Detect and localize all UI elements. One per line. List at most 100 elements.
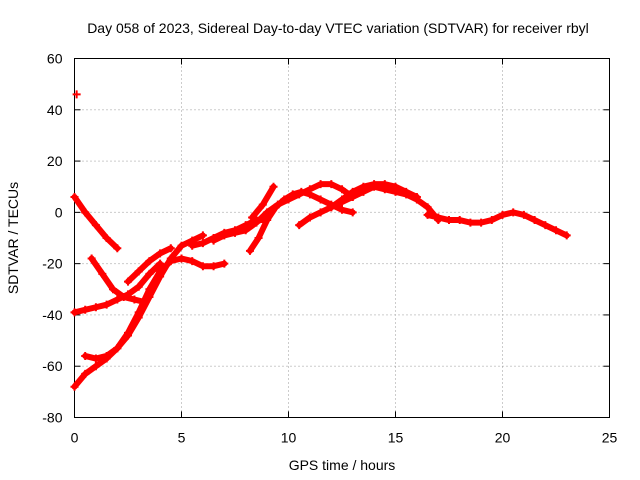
data-point	[402, 187, 411, 196]
data-point	[263, 216, 272, 225]
data-point	[156, 249, 165, 258]
data-point	[466, 218, 475, 227]
series-track-k	[295, 182, 443, 230]
data-point	[248, 213, 257, 222]
series-line	[88, 255, 149, 306]
data-point	[81, 351, 90, 360]
series-track-f	[124, 244, 175, 286]
data-point	[477, 218, 486, 227]
data-point	[81, 305, 90, 314]
data-point	[254, 234, 263, 242]
series-line	[296, 183, 442, 229]
series-track-m	[423, 208, 571, 240]
data-point	[552, 226, 560, 235]
x-tick-label: 10	[281, 430, 297, 446]
data-point	[198, 239, 207, 248]
data-point	[562, 231, 571, 240]
data-point	[156, 267, 165, 276]
data-point	[434, 213, 443, 222]
data-point	[445, 216, 453, 225]
data-point	[359, 182, 368, 191]
data-point	[288, 190, 297, 199]
data-point	[269, 182, 278, 191]
y-tick-label: 60	[47, 51, 63, 67]
data-point	[102, 351, 111, 360]
data-point	[519, 210, 528, 219]
data-point	[338, 185, 346, 194]
chart-title: Day 058 of 2023, Sidereal Day-to-day VTE…	[87, 20, 589, 36]
data-point	[102, 234, 111, 242]
series-track-e	[87, 254, 150, 307]
x-tick-label: 25	[602, 430, 618, 446]
data-point	[305, 213, 314, 222]
data-point	[348, 208, 357, 217]
x-axis-label: GPS time / hours	[289, 457, 396, 473]
data-point	[391, 182, 400, 191]
data-point	[316, 208, 325, 217]
data-point	[245, 246, 254, 255]
data-point	[316, 180, 325, 189]
data-point	[130, 295, 139, 304]
y-tick-label: -60	[42, 358, 62, 374]
data-point	[91, 362, 100, 371]
y-tick-label: 0	[55, 204, 63, 220]
data-point	[124, 277, 132, 286]
data-point	[91, 354, 100, 363]
x-tick-label: 0	[71, 430, 79, 446]
data-point	[134, 267, 143, 276]
grid	[74, 58, 610, 418]
data-point	[70, 382, 79, 391]
data-point	[297, 187, 306, 196]
data-point	[412, 192, 421, 201]
data-point	[81, 208, 90, 217]
data-point	[177, 241, 186, 250]
data-point	[241, 226, 250, 235]
series-track-d	[81, 254, 229, 363]
x-tick-label: 20	[495, 430, 511, 446]
data-point	[166, 257, 175, 266]
data-point	[145, 269, 154, 278]
data-point	[87, 254, 96, 263]
data-point	[141, 298, 150, 307]
data-point	[145, 257, 154, 266]
data-point	[198, 262, 207, 271]
x-tick-label: 5	[178, 430, 186, 446]
y-tick-label: -20	[42, 256, 62, 272]
data-point	[166, 244, 175, 253]
data-point	[258, 200, 267, 209]
data-point	[487, 216, 496, 225]
data-point	[348, 187, 357, 196]
data-point	[541, 221, 550, 230]
y-tick-label: 20	[47, 153, 63, 169]
data-point	[498, 210, 507, 219]
plot-frame	[74, 58, 610, 418]
data-point	[220, 231, 229, 240]
data-point	[455, 216, 464, 225]
data-point	[91, 221, 100, 230]
data-point	[231, 228, 239, 237]
data-point	[91, 303, 100, 312]
series-track-n	[72, 90, 81, 99]
data-point	[177, 254, 186, 263]
data-point	[316, 195, 325, 204]
data-point	[530, 216, 539, 225]
data-point	[124, 328, 132, 337]
data-point	[380, 180, 389, 189]
data-point	[156, 259, 165, 268]
data-point	[113, 295, 122, 304]
data-point	[338, 205, 346, 214]
y-tick-label: 40	[47, 102, 63, 118]
data-point	[423, 210, 432, 219]
data-point	[327, 180, 336, 189]
data-point	[134, 282, 143, 291]
data-point	[423, 203, 432, 212]
x-tick-label: 15	[388, 430, 404, 446]
data-point	[198, 231, 207, 240]
data-marks	[70, 90, 571, 391]
data-point	[70, 308, 79, 317]
data-point	[102, 300, 111, 309]
data-point	[70, 192, 79, 201]
data-point	[370, 180, 379, 189]
data-point	[509, 208, 518, 217]
series-track-a	[70, 192, 122, 253]
